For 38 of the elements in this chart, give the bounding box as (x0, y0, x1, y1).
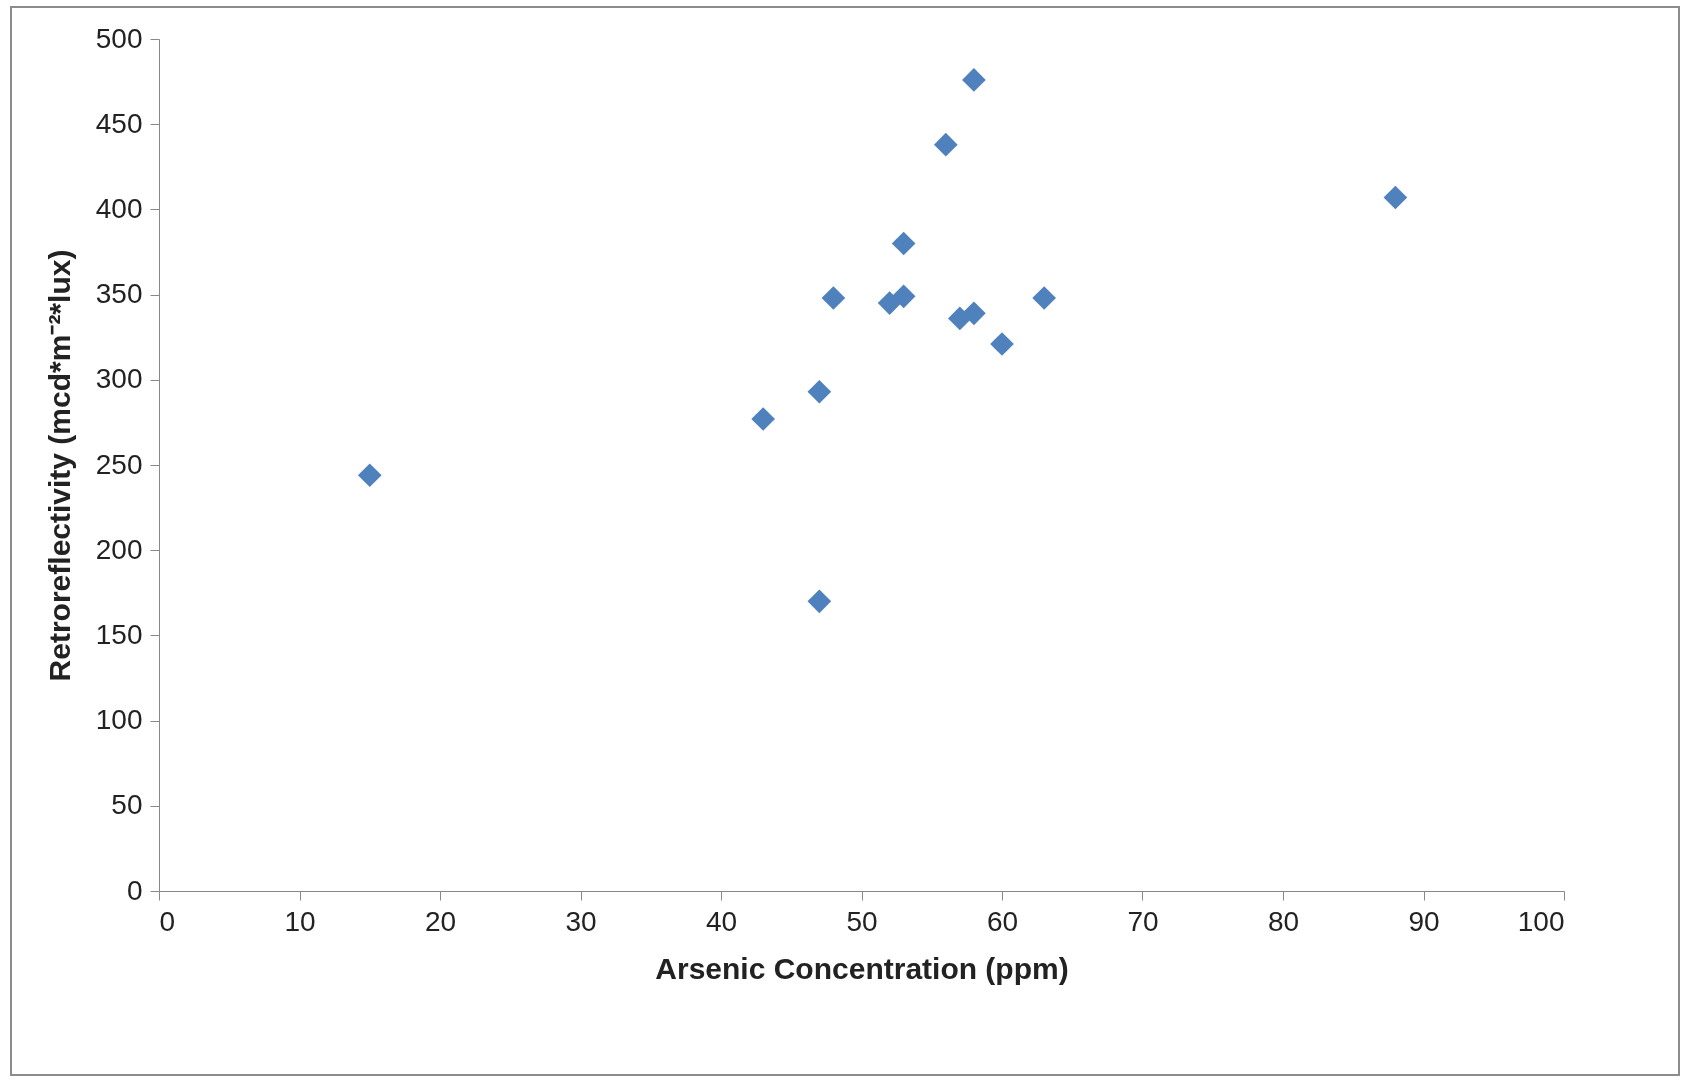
y-tick-label: 150 (95, 618, 143, 650)
x-tick-label: 100 (1517, 905, 1565, 937)
point (807, 589, 832, 614)
y-tick-label: 400 (95, 192, 143, 224)
y-tick-label: 0 (126, 874, 143, 906)
point (1383, 185, 1408, 210)
point (357, 463, 382, 488)
x-tick-label: 50 (846, 905, 878, 937)
y-tick-label: 100 (95, 704, 143, 736)
x-tick-label: 10 (284, 905, 316, 937)
point (891, 284, 916, 309)
y-tick-label: 50 (111, 789, 143, 821)
y-tick-label: 250 (95, 448, 143, 480)
x-tick-label: 0 (159, 905, 176, 937)
point (1032, 286, 1056, 310)
y-tick-label: 450 (95, 107, 143, 139)
point (962, 301, 986, 326)
point (751, 407, 775, 431)
x-tick-label: 20 (424, 905, 457, 937)
x-tick-label: 60 (986, 905, 1019, 937)
y-axis-title: Retroreflectivity (mcd*m⁻²*lux) (42, 249, 76, 682)
x-tick-label: 30 (565, 905, 597, 937)
point (962, 68, 986, 92)
x-tick-label: 80 (1267, 905, 1300, 937)
point (821, 286, 846, 310)
point (891, 231, 916, 256)
point (933, 132, 958, 157)
y-tick-label: 350 (95, 278, 143, 310)
point (990, 332, 1014, 356)
x-tick-label: 40 (705, 905, 738, 937)
x-tick-label: 90 (1408, 905, 1440, 937)
y-tick-label: 200 (95, 533, 143, 565)
x-tick-label: 70 (1127, 905, 1159, 937)
point (807, 379, 832, 404)
y-tick-label: 300 (95, 363, 143, 395)
point (877, 291, 902, 315)
y-tick-label: 500 (95, 22, 143, 54)
x-axis-title: Arsenic Concentration (ppm) (655, 951, 1069, 985)
